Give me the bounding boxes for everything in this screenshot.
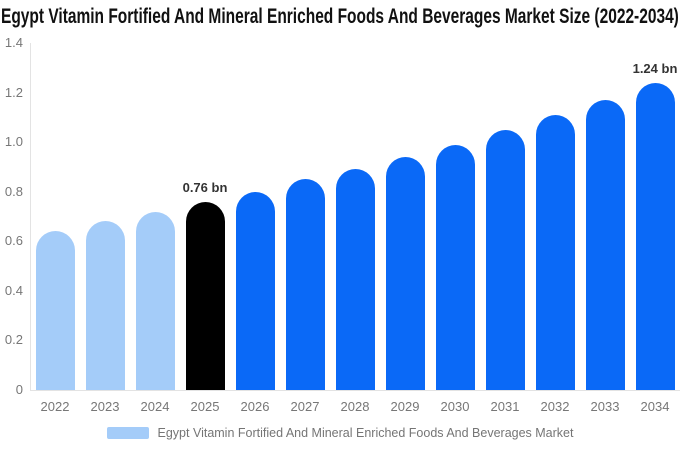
y-axis-tick-label: 0 (15, 382, 23, 397)
bar-2022[interactable] (35, 231, 75, 390)
bar-2030[interactable] (435, 144, 475, 390)
x-axis-tick-label: 2022 (40, 399, 70, 414)
y-axis-tick-label: 1.0 (4, 134, 23, 150)
bar-2024[interactable] (135, 211, 175, 390)
x-axis-tick-label: 2026 (240, 399, 270, 414)
x-axis-tick-label: 2030 (440, 399, 470, 414)
bar-2028[interactable] (335, 169, 375, 390)
x-axis-tick-label: 2025 (190, 399, 220, 414)
legend-item[interactable]: Egypt Vitamin Fortified And Mineral Enri… (0, 424, 680, 442)
legend-swatch (106, 427, 149, 439)
y-axis-tick-label: 0.4 (4, 282, 23, 298)
x-axis-tick-label: 2027 (290, 399, 320, 414)
x-axis-line (30, 390, 680, 391)
x-axis-tick-label: 2024 (140, 399, 170, 414)
x-axis-tick-label: 2034 (640, 399, 670, 414)
y-axis-tick-label: 0.6 (4, 233, 23, 249)
x-axis-tick-label: 2029 (390, 399, 420, 414)
bar-2029[interactable] (385, 157, 425, 390)
x-axis-tick-label: 2033 (590, 399, 620, 414)
legend-label: Egypt Vitamin Fortified And Mineral Enri… (157, 426, 574, 440)
bar-2023[interactable] (85, 221, 125, 390)
x-axis-tick-label: 2031 (490, 399, 520, 414)
data-label-2034: 1.24 bn (632, 60, 678, 76)
x-axis-tick-label: 2028 (340, 399, 370, 414)
bar-2031[interactable] (485, 129, 525, 390)
y-axis-line (30, 43, 31, 390)
bar-2025[interactable] (185, 201, 225, 390)
y-axis-tick-label: 1.2 (4, 84, 23, 100)
y-axis-tick-label: 0.2 (4, 332, 23, 348)
bar-2033[interactable] (585, 100, 625, 390)
x-axis-tick-label: 2023 (90, 399, 120, 414)
data-label-2025: 0.76 bn (182, 179, 228, 195)
bar-2034[interactable] (635, 82, 675, 390)
bar-2027[interactable] (285, 179, 325, 390)
bar-2032[interactable] (535, 114, 575, 390)
x-axis-tick-label: 2032 (540, 399, 570, 414)
y-axis-tick-label: 1.4 (4, 35, 23, 50)
y-axis-tick-label: 0.8 (4, 183, 23, 199)
bar-2026[interactable] (235, 191, 275, 390)
chart-title: Egypt Vitamin Fortified And Mineral Enri… (1, 5, 679, 28)
